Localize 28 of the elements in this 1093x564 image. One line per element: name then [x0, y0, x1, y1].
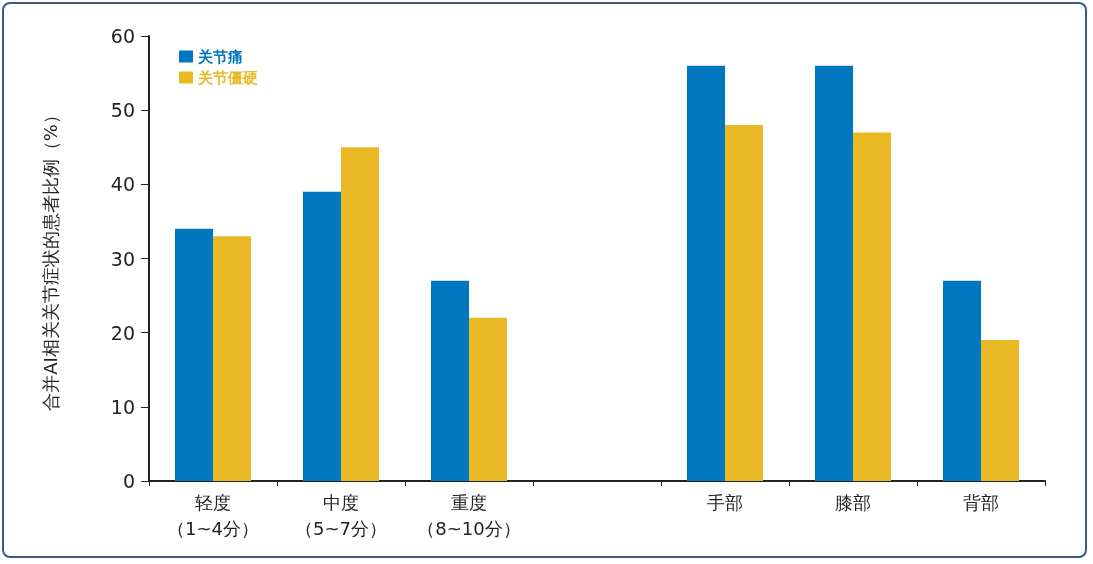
- bar: [943, 280, 981, 481]
- x-tick-label: 背部: [963, 491, 999, 513]
- bar: [213, 236, 251, 481]
- y-tick-label: 50: [110, 99, 135, 122]
- bar: [853, 132, 891, 481]
- x-tick-label: 手部: [707, 491, 743, 513]
- x-tick-label: 轻度（1~4分）: [167, 491, 259, 539]
- bar: [981, 340, 1019, 481]
- y-tick-label: 20: [110, 321, 135, 344]
- bar: [431, 280, 469, 481]
- bar: [815, 65, 853, 481]
- bar: [469, 317, 507, 481]
- bar: [341, 147, 379, 481]
- bar: [725, 125, 763, 481]
- y-tick-label: 0: [122, 470, 135, 492]
- bar: [687, 65, 725, 481]
- x-tick-label: 膝部: [835, 491, 871, 513]
- x-tick-label: 中度（5~7分）: [295, 491, 387, 539]
- y-tick-label: 60: [110, 25, 135, 47]
- y-tick-label: 10: [110, 395, 135, 418]
- bar: [303, 191, 341, 481]
- y-tick-label: 30: [110, 247, 135, 270]
- legend-label: 关节僵硬: [197, 68, 258, 87]
- legend-label: 关节痛: [197, 47, 243, 66]
- x-tick-label: 重度（8~10分）: [417, 491, 521, 539]
- y-tick-label: 40: [110, 173, 135, 196]
- bar: [175, 228, 213, 481]
- y-axis-title: 合并AI相关关节症状的患者比例（%）: [39, 106, 61, 411]
